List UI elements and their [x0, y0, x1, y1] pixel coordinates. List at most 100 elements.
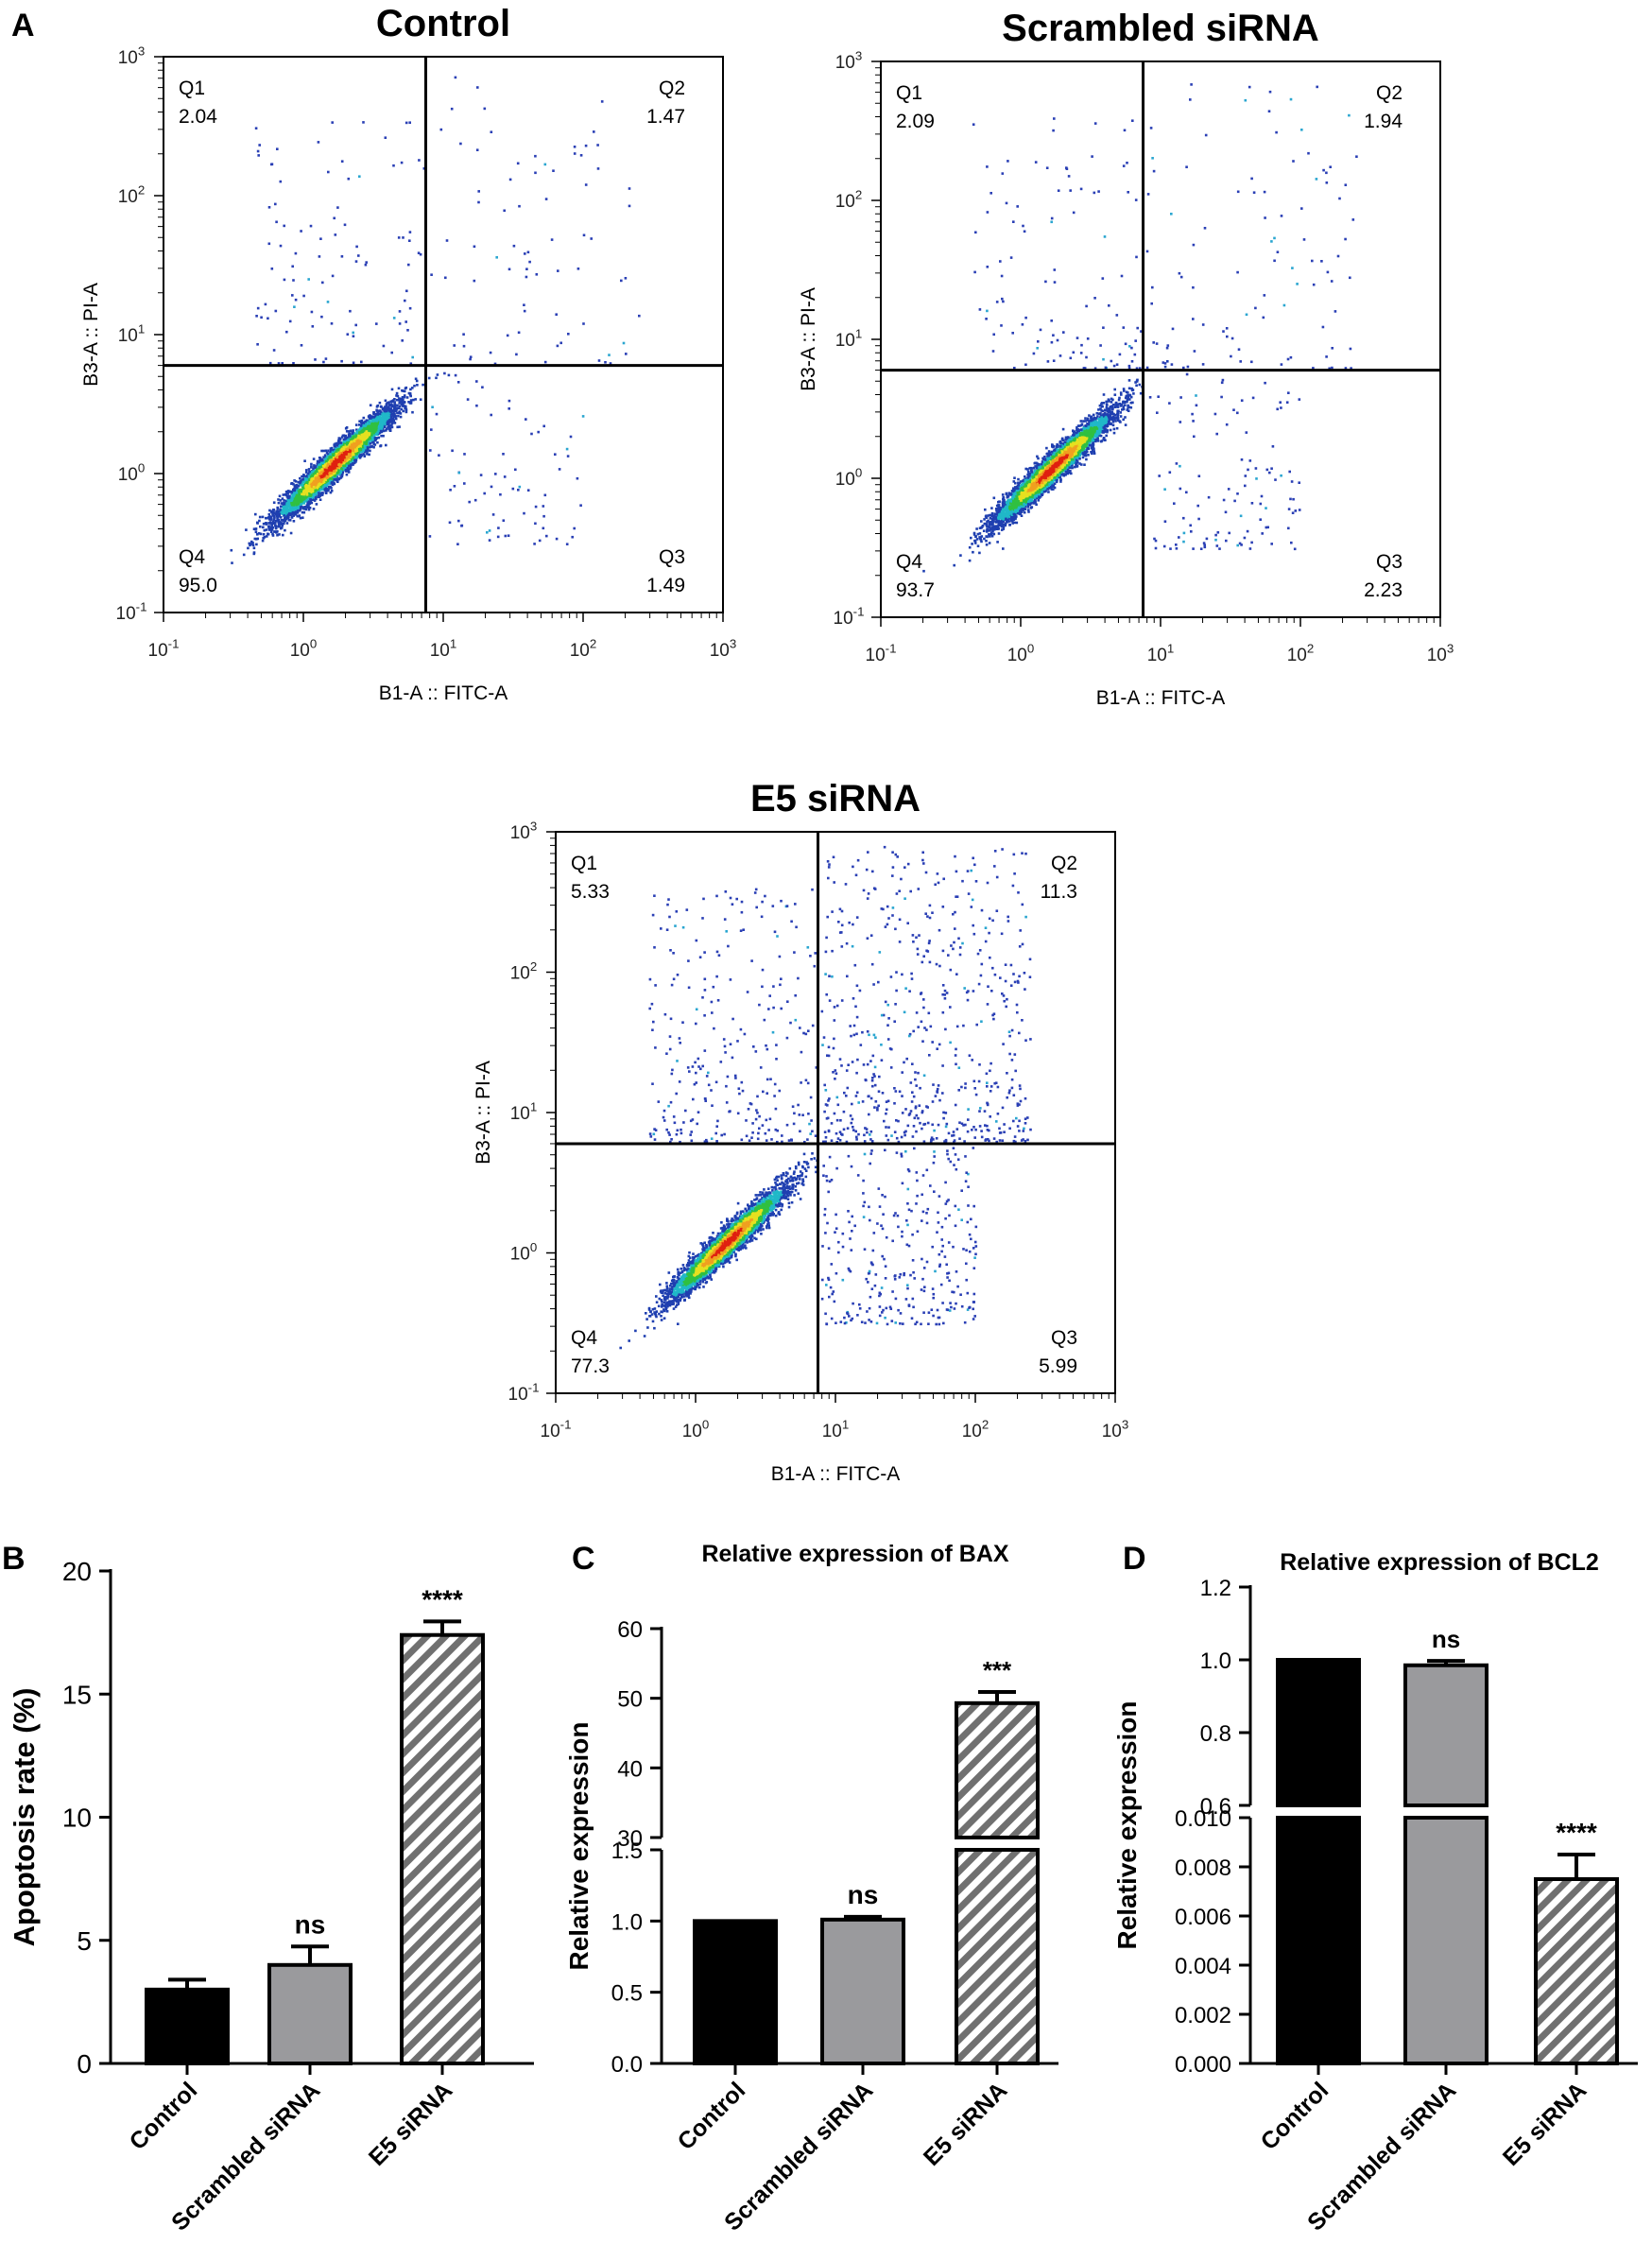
event-dot [404, 299, 406, 302]
event-dot [322, 456, 325, 458]
event-dot [332, 457, 335, 460]
event-dot [327, 449, 330, 453]
event-dot [292, 506, 296, 509]
event-dot [401, 402, 404, 405]
event-dot [347, 439, 350, 441]
event-dot [366, 446, 370, 449]
event-dot [294, 298, 298, 302]
event-dot [379, 410, 383, 414]
event-dot [296, 492, 299, 496]
event-dot [383, 409, 386, 412]
event-dot [359, 437, 362, 440]
event-dot [362, 430, 366, 433]
event-dot [277, 501, 281, 505]
event-dot [352, 429, 354, 432]
event-dot [323, 488, 327, 491]
event-dot [363, 455, 367, 457]
event-dot [302, 487, 305, 490]
event-dot [403, 389, 406, 393]
event-dot [346, 470, 349, 473]
event-dot [359, 433, 363, 437]
event-dot [330, 469, 333, 472]
event-dot [318, 498, 322, 501]
event-dot [315, 484, 318, 488]
event-dot [340, 455, 343, 458]
event-dot [398, 405, 402, 408]
event-dot [326, 483, 329, 486]
event-dot [324, 471, 328, 474]
event-dot [360, 444, 364, 448]
event-dot [325, 451, 329, 455]
event-dot [346, 465, 350, 469]
event-dot [340, 436, 344, 439]
event-dot [408, 392, 412, 395]
event-dot [344, 451, 348, 454]
event-dot [365, 433, 368, 437]
event-dot [296, 510, 299, 513]
event-dot [378, 401, 382, 405]
event-dot [398, 425, 401, 428]
event-dot [364, 431, 368, 435]
event-dot [392, 414, 395, 417]
event-dot [310, 482, 314, 486]
event-dot [329, 472, 332, 475]
event-dot [352, 430, 354, 434]
event-dot [347, 471, 351, 474]
event-dot [408, 121, 411, 124]
event-dot [405, 396, 409, 399]
event-dot [357, 445, 360, 448]
event-dot [379, 444, 383, 447]
event-dot [328, 482, 331, 485]
event-dot [297, 480, 301, 484]
event-dot [412, 398, 415, 402]
event-dot [367, 443, 370, 447]
event-dot [307, 474, 310, 477]
flow-title: Control [376, 3, 510, 44]
event-dot [353, 456, 356, 459]
event-dot [256, 306, 260, 310]
event-dot [321, 459, 324, 462]
event-dot [259, 532, 263, 536]
event-dot [333, 481, 336, 485]
event-dot [367, 429, 370, 432]
event-dot [314, 465, 318, 468]
event-dot [301, 484, 304, 487]
event-dot [355, 455, 359, 457]
event-dot [317, 477, 319, 481]
event-dot [318, 465, 321, 469]
event-dot [320, 474, 324, 476]
event-dot [301, 485, 304, 488]
event-dot [267, 526, 271, 530]
event-dot [335, 453, 338, 456]
event-dot [304, 477, 307, 480]
event-dot [277, 524, 281, 526]
event-dot [314, 483, 318, 486]
event-dot [290, 491, 293, 494]
event-dot [272, 501, 276, 504]
event-dot [304, 491, 308, 493]
event-dot [331, 464, 335, 467]
event-dot [293, 484, 297, 487]
event-dot [301, 516, 304, 519]
event-dot [413, 384, 416, 388]
event-dot [357, 448, 361, 451]
event-dot [408, 306, 412, 310]
event-dot [365, 430, 369, 433]
event-dot [360, 442, 364, 445]
event-dot [338, 437, 342, 440]
event-dot [382, 411, 386, 415]
event-dot [327, 488, 330, 491]
event-dot [375, 409, 379, 412]
event-dot [298, 495, 301, 499]
event-dot [362, 436, 366, 440]
event-dot [376, 410, 379, 414]
event-dot [337, 449, 340, 452]
event-dot [365, 442, 368, 445]
event-dot [381, 418, 384, 421]
event-dot [347, 456, 350, 459]
event-dot [309, 224, 313, 228]
event-dot [279, 499, 283, 502]
event-dot [302, 508, 306, 510]
event-dot [404, 406, 406, 410]
event-dot [318, 485, 320, 488]
